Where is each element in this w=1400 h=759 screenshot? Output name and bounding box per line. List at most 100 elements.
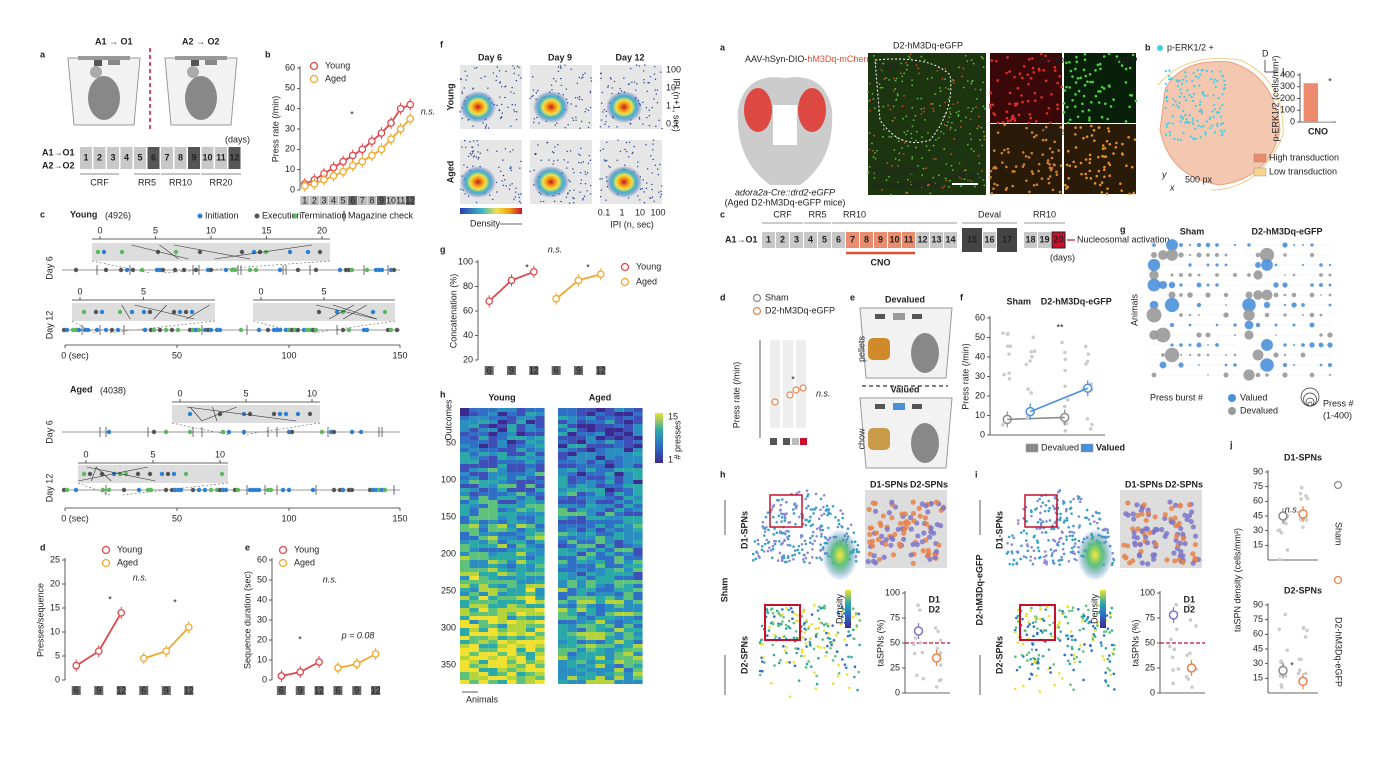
cell-dot [1085, 508, 1089, 512]
event-dot [93, 309, 99, 315]
individual-dot [1028, 359, 1032, 363]
heatmap-cell [460, 648, 470, 652]
cell-dot [1033, 616, 1037, 620]
cell-dot [1197, 76, 1200, 79]
day-box [1051, 231, 1066, 249]
cell-dot [795, 491, 799, 495]
data-point [1298, 509, 1308, 519]
cell-dot [982, 179, 985, 181]
heatmap-cell [633, 604, 643, 608]
cell-dot [1162, 512, 1168, 518]
cell-dot [1074, 93, 1077, 96]
cell-dot [921, 174, 924, 176]
bubble [1242, 298, 1256, 312]
heatmap-cell [576, 520, 587, 524]
heatmap-cell [567, 496, 577, 500]
cell-dot [1070, 653, 1073, 657]
scatter-dot [514, 196, 516, 198]
heatmap-cell [586, 448, 596, 452]
cell-dot [944, 67, 947, 70]
heatmap-cell [567, 528, 577, 532]
axis-label: Animals [1129, 293, 1139, 326]
heatmap-cell [507, 624, 517, 628]
bubble [1309, 342, 1315, 348]
heatmap-cell [558, 508, 568, 512]
cell-dot [1217, 111, 1221, 114]
individual-dot [935, 646, 940, 651]
cell-dot [1201, 92, 1204, 95]
cell-dot [1020, 544, 1023, 548]
scatter-dot [649, 75, 652, 78]
group-n: (4038) [100, 385, 126, 395]
heatmap-cell [614, 524, 624, 528]
heatmap-cell [516, 580, 526, 584]
cell-dot [1184, 75, 1187, 78]
heatmap-cell [595, 528, 605, 532]
cell-dot [805, 506, 808, 510]
heatmap-cell [525, 648, 536, 652]
tick-label: 10 [635, 207, 645, 217]
heatmap-cell [576, 632, 587, 636]
individual-dot [1299, 517, 1303, 522]
heatmap-cell [535, 476, 545, 480]
cell-dot [765, 634, 769, 637]
cell-dot [877, 520, 883, 526]
legend-marker [620, 262, 630, 272]
scatter-dot [599, 72, 602, 75]
heatmap-cell [488, 520, 498, 524]
heatmap-cell [586, 604, 596, 608]
heatmap-cell [535, 456, 545, 460]
cell-dot [976, 97, 978, 100]
scatter-dot [500, 170, 502, 173]
heatmap-cell [497, 616, 507, 620]
cell-dot [1030, 151, 1034, 155]
heatmap-cell [469, 652, 479, 656]
scatter-dot [557, 70, 560, 73]
event-dot [73, 487, 79, 493]
cell-dot [920, 113, 923, 115]
heatmap-cell [595, 588, 605, 592]
cell-dot [876, 556, 882, 563]
scatter-dot [661, 185, 663, 187]
day-box [902, 232, 915, 248]
cell-dot [914, 541, 920, 548]
cell-dot [1051, 559, 1055, 563]
individual-dot [1024, 362, 1029, 367]
heatmap-cell [595, 456, 605, 460]
mouse [185, 76, 217, 120]
y-tick-label: 60 [285, 62, 295, 72]
legend-marker [1157, 45, 1163, 51]
heatmap-cell [595, 432, 605, 436]
heatmap-cell [497, 492, 507, 496]
cell-dot [1028, 112, 1032, 116]
cell-dot [1035, 183, 1039, 186]
bubble [1224, 363, 1228, 367]
heatmap-cell [460, 500, 470, 504]
heatmap-cell [525, 668, 536, 672]
cell-dot [885, 179, 888, 182]
scatter-dot [564, 64, 566, 66]
heatmap-cell [567, 420, 577, 424]
scatter-dot [505, 185, 508, 187]
legend-label: Aged [117, 557, 138, 567]
scatter-dot [629, 141, 631, 144]
scatter-dot [606, 159, 608, 162]
heatmap-cell [525, 584, 536, 588]
y-axis-label: taSPNs (%) [875, 619, 885, 666]
cell-dot [1059, 558, 1063, 562]
heatmap-cell [576, 564, 587, 568]
heatmap-cell [614, 408, 624, 412]
cell-dot [765, 538, 769, 542]
heatmap-cell [478, 500, 489, 504]
scatter-dot [579, 172, 582, 174]
heatmap-cell [633, 432, 643, 436]
scatter-dot [646, 168, 649, 170]
individual-dot [1171, 681, 1175, 686]
scatter-dot [653, 98, 655, 100]
data-point [913, 626, 924, 636]
cell-dot [1026, 544, 1030, 548]
heatmap-cell [507, 588, 517, 592]
cell-dot [1079, 497, 1083, 501]
heatmap-cell [586, 660, 596, 664]
bubble [1196, 252, 1202, 258]
